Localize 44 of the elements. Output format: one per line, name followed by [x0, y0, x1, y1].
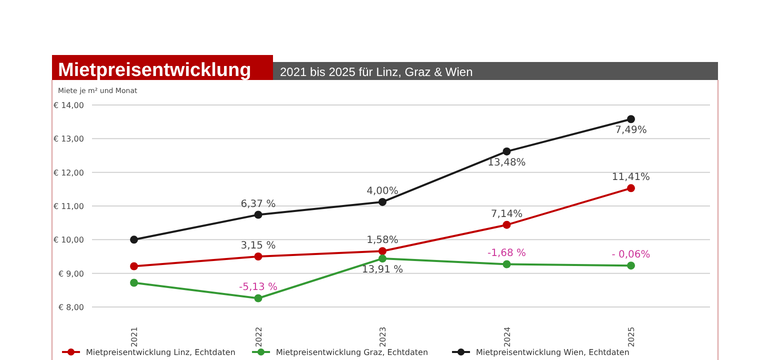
- annotation: 7,14%: [490, 208, 523, 220]
- legend-label: Mietpreisentwicklung Linz, Echtdaten: [86, 348, 236, 357]
- point: [502, 147, 511, 156]
- annotation: -5,13 %: [238, 282, 278, 294]
- point: [254, 294, 262, 302]
- annotation: 11,41%: [612, 172, 650, 184]
- x-tick-label: 2025: [627, 326, 636, 348]
- x-tick-label: 2023: [378, 326, 388, 348]
- legend-label: Mietpreisentwicklung Graz, Echtdaten: [276, 348, 428, 357]
- y-tick-label: € 13,00: [53, 134, 84, 144]
- y-tick-label: € 10,00: [53, 236, 84, 245]
- point: [130, 236, 138, 244]
- annotation: 3,15 %: [240, 240, 276, 252]
- y-tick-label: € 8,00: [58, 303, 84, 312]
- point: [254, 210, 262, 219]
- point: [130, 278, 138, 287]
- y-tick-label: € 12,00: [53, 168, 84, 178]
- y-tick-label: € 11,00: [53, 202, 84, 211]
- annotation: 13,48%: [488, 157, 526, 168]
- annotation: -1,68 %: [487, 248, 526, 260]
- x-tick-label: 2024: [502, 326, 512, 348]
- point: [627, 115, 635, 124]
- point: [254, 252, 262, 260]
- point: [502, 220, 511, 229]
- chart-subtitle: 2021 bis 2025 für Linz, Graz & Wien: [280, 65, 473, 79]
- point: [627, 262, 635, 270]
- annotation: 7,49%: [615, 125, 647, 136]
- point: [502, 260, 511, 268]
- y-tick-label: € 14,00: [53, 101, 84, 110]
- x-tick-label: 2021: [130, 326, 139, 348]
- annotation: 4,00%: [366, 186, 398, 197]
- point: [378, 254, 386, 263]
- annotation: 13,91 %: [362, 264, 404, 276]
- point: [130, 262, 138, 270]
- point: [378, 247, 386, 256]
- x-tick-label: 2022: [254, 326, 264, 348]
- annotation: 6,37 %: [240, 198, 276, 210]
- y-tick-label: € 9,00: [58, 269, 84, 278]
- point: [378, 198, 386, 206]
- legend-label: Mietpreisentwicklung Wien, Echtdaten: [476, 348, 630, 357]
- annotation: - 0,06%: [612, 250, 650, 261]
- point: [627, 184, 635, 192]
- chart-title: Mietpreisentwicklung: [58, 60, 252, 81]
- annotation: 1,58%: [366, 235, 398, 246]
